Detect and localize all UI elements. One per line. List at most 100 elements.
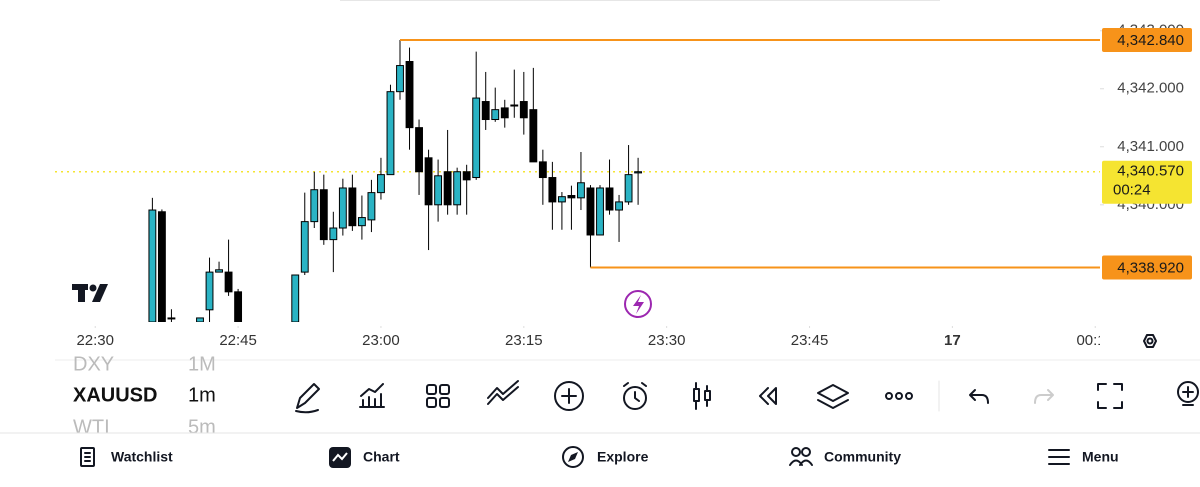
candle-body bbox=[615, 201, 623, 211]
ideas-button[interactable] bbox=[1177, 381, 1199, 406]
candle-body bbox=[577, 182, 585, 199]
candle-body bbox=[291, 274, 300, 322]
nav-item[interactable]: Menu bbox=[1048, 449, 1119, 465]
candle-body bbox=[510, 104, 519, 107]
candle-body bbox=[157, 211, 166, 322]
nav-item[interactable]: Community bbox=[789, 447, 901, 466]
x-tick-label: 22:45 bbox=[219, 332, 257, 349]
nav-item[interactable]: Explore bbox=[562, 446, 649, 468]
more-tool[interactable] bbox=[885, 392, 913, 400]
candle-body bbox=[357, 217, 366, 227]
interval[interactable]: 1M bbox=[188, 353, 216, 375]
candle-body bbox=[462, 171, 471, 181]
layers-tool[interactable] bbox=[817, 384, 849, 409]
price-badge-label: 4,338.920 bbox=[1117, 259, 1184, 276]
price-axis: 4,340.0004,341.0004,342.0004,343.0004,34… bbox=[1100, 22, 1192, 280]
nav-item[interactable]: Chart bbox=[329, 447, 400, 468]
candle-body bbox=[310, 189, 319, 223]
add-tool[interactable] bbox=[554, 381, 584, 411]
interval[interactable]: 1m bbox=[188, 384, 216, 406]
candle-body bbox=[605, 187, 614, 211]
x-tick-label: 23:45 bbox=[791, 332, 829, 349]
fullscreen-button[interactable] bbox=[1097, 383, 1123, 409]
candle-body bbox=[205, 271, 214, 311]
candle-body bbox=[500, 107, 509, 119]
x-tick-label: 23:30 bbox=[648, 332, 686, 349]
y-tick-label: 4,342.000 bbox=[1117, 80, 1184, 97]
lightning-button[interactable] bbox=[624, 290, 652, 318]
candle-body bbox=[348, 187, 357, 227]
candle-body bbox=[148, 209, 157, 322]
candle-body bbox=[453, 171, 462, 206]
candle-body bbox=[443, 171, 452, 206]
price-badge-label: 4,342.840 bbox=[1117, 32, 1184, 49]
last-price-badge bbox=[1102, 160, 1192, 204]
candle-body bbox=[396, 65, 404, 93]
candle-body bbox=[491, 109, 500, 121]
candle-body bbox=[300, 221, 309, 273]
candle-body bbox=[548, 177, 557, 203]
candle-body bbox=[529, 109, 538, 163]
x-tick-label: 23:15 bbox=[505, 332, 543, 349]
candle-body bbox=[472, 97, 481, 179]
time-axis: 22:30 22:45 23:00 23:15 23:30 23:45 17 00:15 bbox=[76, 326, 1114, 349]
candle-body bbox=[338, 187, 347, 229]
x-tick-label: 00:15 bbox=[1076, 332, 1114, 349]
candle-body bbox=[538, 161, 547, 179]
candle-body bbox=[367, 192, 376, 221]
compare-tool[interactable] bbox=[487, 380, 519, 405]
x-tick-label: 17 bbox=[944, 332, 961, 349]
candle-body bbox=[624, 174, 633, 203]
symbol[interactable]: XAUUSD bbox=[73, 384, 157, 406]
draw-tool[interactable] bbox=[295, 383, 320, 414]
candle-body bbox=[415, 127, 423, 173]
y-tick-label: 4,341.000 bbox=[1117, 138, 1184, 155]
price-badge bbox=[1102, 28, 1192, 53]
x-tick-label: 22:30 bbox=[76, 332, 114, 349]
candle-body bbox=[424, 157, 433, 206]
candle-body bbox=[386, 91, 395, 176]
candle-body bbox=[167, 317, 176, 320]
replay-tool[interactable] bbox=[759, 387, 777, 405]
candle-body bbox=[567, 195, 576, 199]
candle-body bbox=[596, 187, 604, 236]
redo-button[interactable] bbox=[1034, 389, 1054, 404]
toolbar bbox=[295, 380, 1199, 414]
interval[interactable]: 5m bbox=[188, 416, 216, 438]
indicators-tool[interactable] bbox=[359, 383, 385, 408]
candle-body bbox=[634, 171, 643, 174]
price-badge bbox=[1102, 255, 1192, 280]
nav-label[interactable]: Watchlist bbox=[111, 449, 173, 465]
candle-body bbox=[519, 101, 528, 119]
plot bbox=[55, 39, 1100, 322]
undo-button[interactable] bbox=[969, 389, 989, 404]
logo bbox=[72, 284, 108, 302]
candle-tool[interactable] bbox=[693, 382, 711, 410]
candle-body bbox=[234, 291, 243, 322]
nav-item[interactable]: Watchlist bbox=[80, 447, 173, 467]
nav-label[interactable]: Chart bbox=[363, 449, 400, 465]
layout-tool[interactable] bbox=[426, 384, 450, 408]
candle-body bbox=[329, 227, 338, 241]
countdown-label: 00:24 bbox=[1113, 182, 1151, 199]
alert-tool[interactable] bbox=[623, 382, 647, 410]
candle-body bbox=[319, 189, 328, 241]
candle-body bbox=[377, 174, 385, 194]
nav-label[interactable]: Explore bbox=[597, 449, 649, 465]
candle-body bbox=[557, 196, 566, 203]
symbol[interactable]: DXY bbox=[73, 353, 114, 375]
candle-body bbox=[434, 175, 443, 206]
settings-button[interactable] bbox=[1143, 334, 1157, 348]
candle-body bbox=[224, 271, 233, 293]
candle-body bbox=[405, 60, 414, 129]
last-price-label: 4,340.570 bbox=[1117, 163, 1184, 180]
x-tick-label: 23:00 bbox=[362, 332, 400, 349]
nav-label[interactable]: Menu bbox=[1082, 449, 1119, 465]
candle-body bbox=[586, 187, 595, 236]
candle-body bbox=[481, 101, 490, 121]
candle-body bbox=[215, 269, 223, 273]
candle-body bbox=[196, 317, 204, 322]
symbol[interactable]: WTI bbox=[73, 416, 110, 438]
nav-label[interactable]: Community bbox=[824, 449, 901, 465]
